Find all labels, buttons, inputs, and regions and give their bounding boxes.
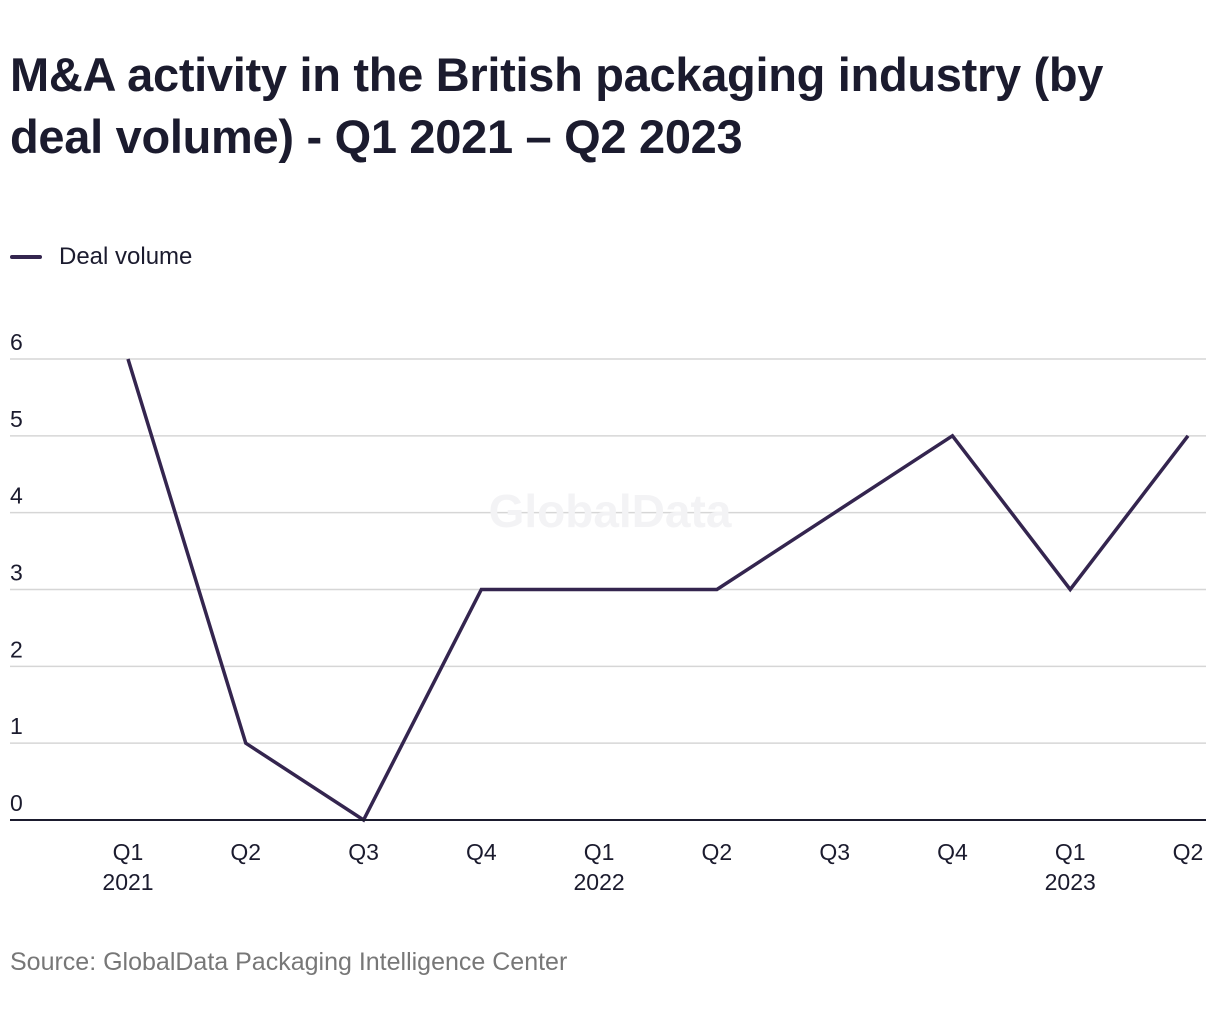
x-tick-label: Q2	[702, 839, 733, 865]
x-tick-label: Q4	[937, 839, 968, 865]
x-tick-year-label: 2021	[102, 869, 153, 895]
x-tick-label: Q1	[584, 839, 615, 865]
x-tick-label: Q1	[1055, 839, 1086, 865]
x-tick-label: Q1	[113, 839, 144, 865]
x-tick-label: Q2	[1173, 839, 1204, 865]
series-line-deal-volume	[126, 358, 1190, 823]
x-tick-label: Q4	[466, 839, 497, 865]
legend-swatch	[10, 255, 42, 259]
x-tick-year-label: 2022	[574, 869, 625, 895]
source-note: Source: GlobalData Packaging Intelligenc…	[10, 948, 568, 976]
y-tick-label: 2	[10, 636, 23, 662]
series	[126, 358, 1190, 823]
grid	[10, 358, 1206, 744]
y-tick-label: 4	[10, 483, 23, 509]
y-tick-label: 3	[10, 560, 23, 586]
watermark: GlobalData	[489, 485, 732, 537]
x-tick-label: Q3	[348, 839, 379, 865]
legend: Deal volume	[10, 243, 192, 271]
x-tick-label: Q3	[819, 839, 850, 865]
y-axis-ticks: 0 1 2 3 4 5 6	[10, 329, 23, 816]
legend-label: Deal volume	[59, 243, 193, 270]
x-tick-year-label: 2023	[1045, 869, 1096, 895]
y-tick-label: 1	[10, 713, 23, 739]
x-tick-label: Q2	[230, 839, 261, 865]
y-tick-label: 0	[10, 790, 23, 816]
x-axis-ticks: Q1 2021 Q2 Q3 Q4 Q1 2022 Q2 Q3 Q4 Q1 2023 Q2	[102, 839, 1203, 895]
chart-title: M&A activity in the British packaging in…	[10, 48, 1104, 163]
y-tick-label: 5	[10, 406, 23, 432]
y-tick-label: 6	[10, 329, 23, 355]
